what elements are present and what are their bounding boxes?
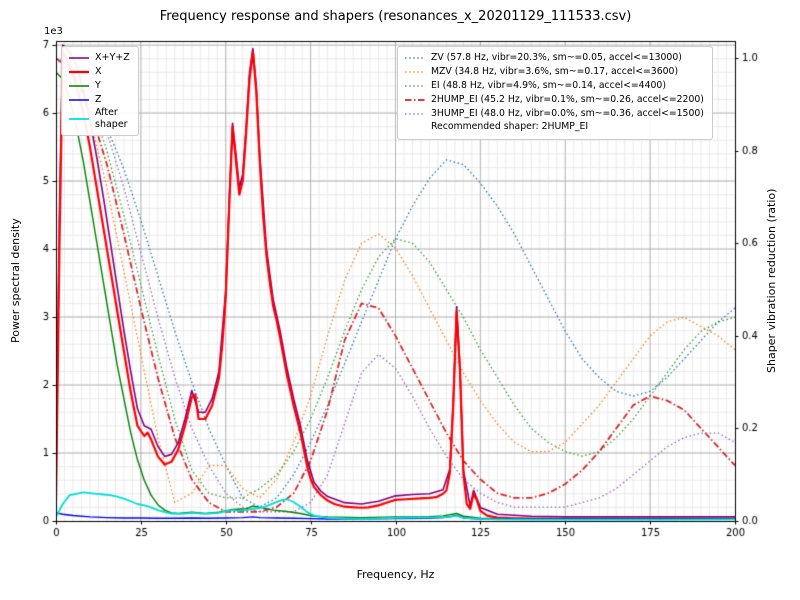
legend-item: X+Y+Z: [68, 51, 130, 65]
legend-item-label: MZV (34.8 Hz, vibr=3.6%, sm~=0.17, accel…: [431, 66, 679, 78]
legend-psd: X+Y+Z X Y Z After shaper: [61, 46, 139, 136]
legend-item-label: EI (48.8 Hz, vibr=4.9%, sm~=0.14, accel<…: [431, 80, 666, 92]
legend-item: EI (48.8 Hz, vibr=4.9%, sm~=0.14, accel<…: [404, 79, 704, 93]
legend-item: 2HUMP_EI (45.2 Hz, vibr=0.1%, sm~=0.26, …: [404, 93, 704, 107]
legend-item-label: 3HUMP_EI (48.0 Hz, vibr=0.0%, sm~=0.36, …: [431, 108, 704, 120]
legend-line-sample: [69, 117, 89, 120]
y-axis-offset-text: 1e3: [44, 26, 63, 37]
legend-item-label: X+Y+Z: [95, 52, 130, 64]
legend-item-label: 2HUMP_EI (45.2 Hz, vibr=0.1%, sm~=0.26, …: [431, 94, 704, 106]
chart-title: Frequency response and shapers (resonanc…: [159, 9, 632, 24]
legend-item-label: ZV (57.8 Hz, vibr=20.3%, sm~=0.05, accel…: [431, 52, 682, 64]
legend-line-sample: [69, 85, 89, 87]
legend-shapers: ZV (57.8 Hz, vibr=20.3%, sm~=0.05, accel…: [397, 46, 713, 140]
legend-item: X: [68, 65, 130, 79]
legend-line-sample: [405, 57, 425, 59]
legend-line-sample: [405, 71, 425, 73]
legend-item-label: After shaper: [95, 107, 128, 130]
legend-item-label: Z: [95, 94, 102, 106]
legend-item: After shaper: [68, 107, 130, 131]
legend-item: ZV (57.8 Hz, vibr=20.3%, sm~=0.05, accel…: [404, 51, 704, 65]
legend-item: MZV (34.8 Hz, vibr=3.6%, sm~=0.17, accel…: [404, 65, 704, 79]
legend-line-sample: [405, 113, 425, 115]
legend-item-label: Y: [95, 80, 101, 92]
legend-line-sample: [69, 99, 89, 101]
legend-item: Z: [68, 93, 130, 107]
legend-line-sample: [405, 99, 425, 101]
legend-line-sample: [69, 57, 89, 59]
legend-item: Y: [68, 79, 130, 93]
y-axis-left-label: Power spectral density: [9, 218, 22, 344]
x-axis-label: Frequency, Hz: [356, 568, 435, 581]
y-axis-right-label: Shaper vibration reduction (ratio): [765, 188, 778, 374]
legend-line-sample: [405, 85, 425, 87]
legend-item-label: X: [95, 66, 102, 78]
legend-item: 3HUMP_EI (48.0 Hz, vibr=0.0%, sm~=0.36, …: [404, 107, 704, 121]
recommended-shaper-note: Recommended shaper: 2HUMP_EI: [431, 121, 589, 132]
legend-line-sample: [69, 70, 89, 74]
